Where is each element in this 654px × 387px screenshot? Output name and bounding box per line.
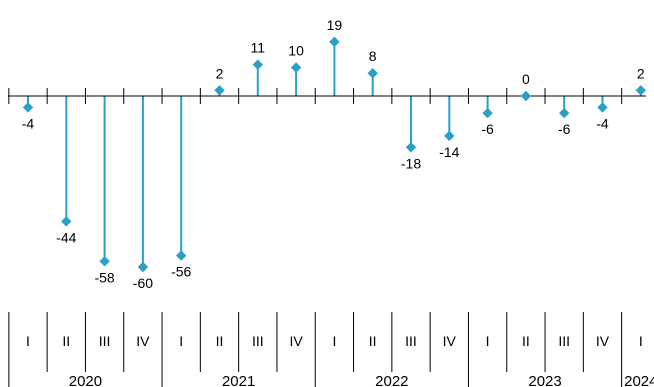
data-label: -18 — [401, 155, 421, 171]
quarter-tick-label: I — [332, 333, 336, 349]
data-label: 0 — [522, 71, 530, 87]
quarter-tick-label: IV — [136, 333, 150, 349]
data-label: 11 — [251, 40, 266, 56]
year-label: 2022 — [375, 373, 408, 387]
data-point-marker — [635, 85, 646, 96]
data-point-marker — [329, 36, 340, 48]
data-label: -56 — [171, 264, 191, 280]
year-label: 2021 — [222, 373, 255, 387]
year-label: 2020 — [69, 373, 102, 387]
stems-layer — [27, 41, 642, 267]
data-label: 2 — [637, 65, 645, 81]
data-label: -44 — [56, 229, 76, 245]
quarter-tick-label: III — [405, 333, 417, 349]
data-point-marker — [405, 142, 417, 153]
markers-layer — [22, 36, 646, 273]
data-point-marker — [214, 85, 225, 96]
data-label: -6 — [558, 121, 571, 137]
quarter-tick-label: IV — [596, 333, 610, 349]
data-label: 2 — [216, 65, 224, 81]
data-label: -4 — [22, 115, 35, 131]
data-point-marker — [367, 68, 378, 79]
data-point-marker — [520, 90, 532, 102]
data-label: -58 — [94, 269, 114, 285]
quarter-tick-label: II — [522, 333, 530, 349]
year-label: 2024 — [624, 373, 654, 387]
quarter-tick-label: I — [639, 333, 643, 349]
quarter-tick-label: II — [369, 333, 377, 349]
quarter-tick-label: IV — [443, 333, 457, 349]
data-label: -14 — [439, 144, 459, 160]
data-point-marker — [559, 107, 570, 119]
data-label: 19 — [327, 17, 343, 33]
quarter-tick-label: III — [558, 333, 570, 349]
quarter-tick-label: IV — [289, 333, 303, 349]
quarter-tick-label: I — [486, 333, 490, 349]
data-label: 10 — [288, 43, 304, 59]
year-label: 2023 — [528, 373, 561, 387]
data-point-marker — [61, 216, 72, 227]
quarter-tick-label: I — [26, 333, 30, 349]
quarter-tick-label: III — [252, 333, 264, 349]
data-point-marker — [597, 102, 608, 113]
data-point-marker — [176, 250, 187, 261]
data-point-marker — [444, 130, 455, 142]
data-point-marker — [290, 62, 302, 73]
quarter-tick-label: III — [99, 333, 111, 349]
data-point-marker — [482, 107, 493, 119]
data-label: -60 — [133, 275, 153, 291]
quarter-tick-label: II — [62, 333, 70, 349]
data-label: 8 — [369, 48, 377, 64]
data-label: -4 — [596, 115, 609, 131]
quarter-tick-label: I — [179, 333, 183, 349]
data-point-marker — [99, 256, 110, 267]
data-point-marker — [252, 59, 263, 70]
quarter-tick-label: II — [216, 333, 224, 349]
data-point-marker — [137, 261, 149, 273]
data-point-marker — [22, 102, 34, 113]
data-label: -6 — [481, 121, 494, 137]
